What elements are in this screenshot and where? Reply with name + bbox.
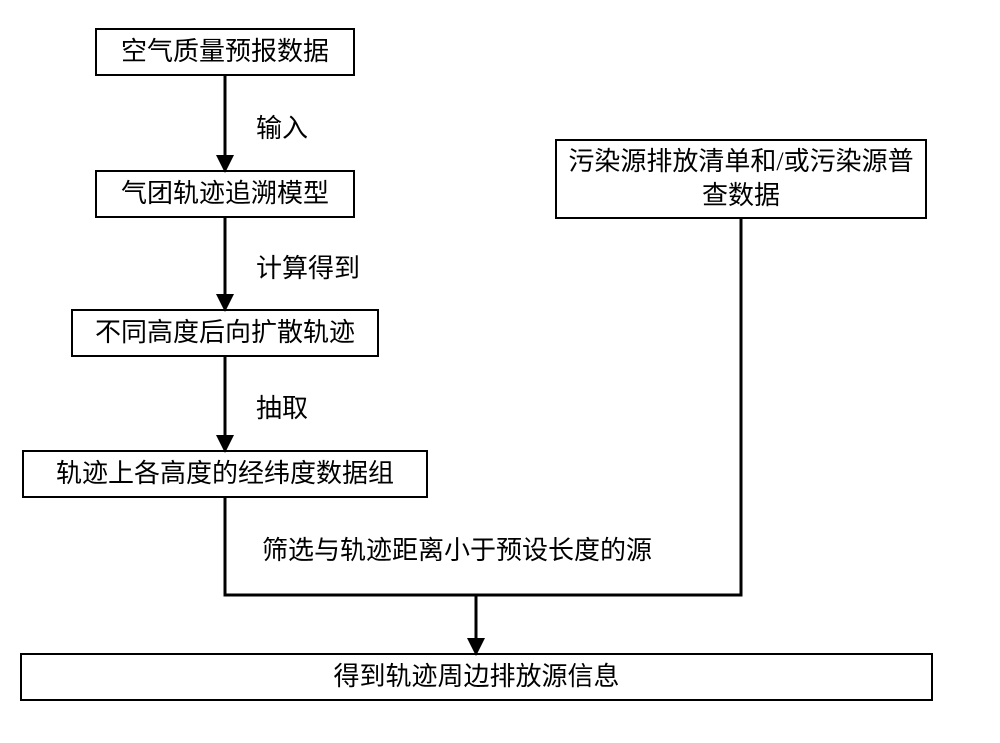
node-label: 气团轨迹追溯模型 [121,177,329,211]
edge-label-filter: 筛选与轨迹距离小于预设长度的源 [262,530,652,567]
node-trajectory-model: 气团轨迹追溯模型 [95,170,355,218]
edge-label-text: 抽取 [256,394,308,423]
node-label: 不同高度后向扩散轨迹 [95,316,355,350]
node-emission-inventory: 污染源排放清单和/或污染源普查数据 [555,139,927,219]
edge-label-input: 输入 [256,108,308,145]
edge-label-extract: 抽取 [256,388,308,425]
node-result-emission-info: 得到轨迹周边排放源信息 [20,653,933,701]
node-label: 得到轨迹周边排放源信息 [333,660,619,694]
flowchart-arrows [0,0,1000,743]
node-label: 污染源排放清单和/或污染源普查数据 [567,145,915,213]
node-label: 空气质量预报数据 [121,35,329,69]
node-label: 轨迹上各高度的经纬度数据组 [56,457,394,491]
node-air-quality-forecast: 空气质量预报数据 [95,28,355,76]
edge-label-compute: 计算得到 [256,248,360,285]
node-backward-diffusion: 不同高度后向扩散轨迹 [71,309,379,357]
edge-label-text: 输入 [256,114,308,143]
node-latlon-groups: 轨迹上各高度的经纬度数据组 [22,450,428,498]
edge-label-text: 筛选与轨迹距离小于预设长度的源 [262,536,652,565]
edge-n4-n6 [225,498,476,653]
edge-label-text: 计算得到 [256,254,360,283]
